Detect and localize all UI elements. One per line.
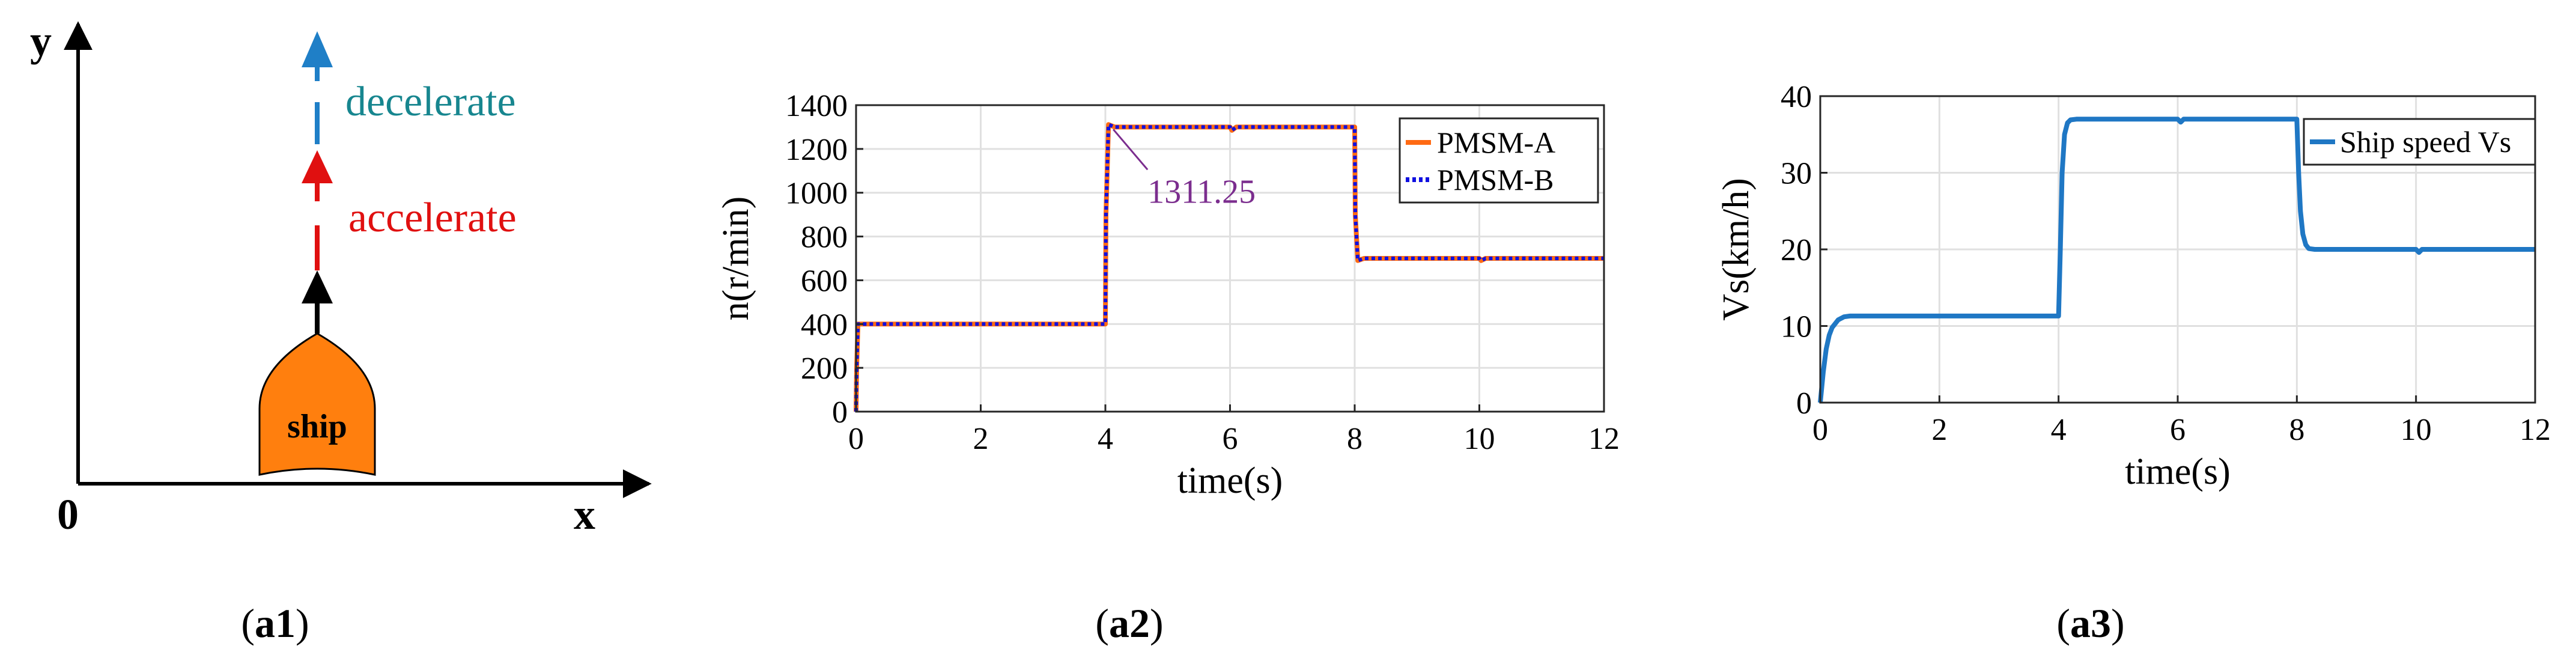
x-tick-label: 0 xyxy=(1812,413,1828,447)
x-tick-label: 10 xyxy=(1464,422,1495,456)
panel-a2-chart: 0 2 4 6 8 10 12 0 200 400 600 800 1000 1200 1400 time(… xyxy=(715,89,1620,646)
origin-label: 0 xyxy=(57,490,79,538)
x-axis-label: x xyxy=(574,490,595,538)
chart-a3-ylabel: Vs(km/h) xyxy=(1716,178,1757,321)
chart-a2-annotation: 1311.25 xyxy=(1113,129,1256,210)
legend-entry-pmsm-a: PMSM-A xyxy=(1437,126,1555,159)
y-tick-label: 30 xyxy=(1781,157,1812,191)
y-tick-label: 600 xyxy=(801,264,848,298)
y-tick-label: 800 xyxy=(801,221,848,255)
y-tick-label: 1400 xyxy=(785,89,848,123)
x-tick-label: 2 xyxy=(973,422,989,456)
x-tick-label: 12 xyxy=(2520,413,2551,447)
y-tick-label: 40 xyxy=(1781,80,1812,114)
chart-a3-ticks: 0 2 4 6 8 10 12 0 10 20 30 40 xyxy=(1781,80,2551,447)
x-tick-label: 12 xyxy=(1588,422,1620,456)
accelerate-label: accelerate xyxy=(348,195,517,241)
legend-box xyxy=(2303,118,2536,166)
y-tick-label: 1000 xyxy=(785,177,848,211)
y-axis-label: y xyxy=(30,17,52,65)
panel-a3-chart: 0 2 4 6 8 10 12 0 10 20 30 40 time(s) Vs(km/h) Ship… xyxy=(1716,80,2551,646)
chart-a3-lines xyxy=(1818,117,2535,403)
x-tick-label: 10 xyxy=(2401,413,2432,447)
accelerate-arrow-head xyxy=(302,150,333,183)
chart-a2-ticks: 0 2 4 6 8 10 12 0 200 400 600 800 1000 1200 1400 xyxy=(785,89,1620,456)
panel-a1-caption: (a1) xyxy=(241,600,309,646)
chart-a2-ylabel: n(r/min) xyxy=(715,196,756,321)
y-tick-label: 1200 xyxy=(785,133,848,167)
legend-entry-ship-speed: Ship speed Vs xyxy=(2340,125,2511,159)
y-tick-label: 0 xyxy=(832,395,848,430)
chart-a3-legend: Ship speed Vs xyxy=(2303,118,2536,166)
x-tick-label: 6 xyxy=(1223,422,1238,456)
x-tick-label: 4 xyxy=(2051,413,2067,447)
x-tick-label: 2 xyxy=(1931,413,1947,447)
chart-a3-xlabel: time(s) xyxy=(2125,451,2231,492)
x-tick-label: 4 xyxy=(1098,422,1113,456)
series-line-ship-speed-vs xyxy=(1818,117,2535,403)
decelerate-arrow-head xyxy=(302,31,333,67)
y-tick-label: 10 xyxy=(1781,310,1812,344)
ship-label: ship xyxy=(287,408,347,445)
panel-a1-diagram: y x 0 ship accelerate decelerate (a1) xyxy=(30,17,652,646)
ship-shape xyxy=(258,332,376,476)
chart-a2-xlabel: time(s) xyxy=(1177,460,1283,501)
x-tick-label: 6 xyxy=(2170,413,2186,447)
chart-a2-legend: PMSM-A PMSM-B xyxy=(1399,117,1599,204)
x-tick-label: 0 xyxy=(848,422,864,456)
y-tick-label: 200 xyxy=(801,352,848,386)
legend-entry-pmsm-b: PMSM-B xyxy=(1437,163,1554,196)
y-tick-label: 20 xyxy=(1781,233,1812,267)
annotation-pointer xyxy=(1113,129,1149,171)
legend-box xyxy=(1399,117,1599,204)
decelerate-label: decelerate xyxy=(345,79,516,125)
x-tick-label: 8 xyxy=(2289,413,2304,447)
panel-a3-caption: (a3) xyxy=(2056,600,2124,646)
y-tick-label: 0 xyxy=(1796,386,1812,421)
y-tick-label: 400 xyxy=(801,308,848,342)
annotation-text: 1311.25 xyxy=(1147,173,1256,210)
x-tick-label: 8 xyxy=(1347,422,1362,456)
panel-a2-caption: (a2) xyxy=(1095,600,1163,646)
black-arrow-head xyxy=(302,270,333,303)
